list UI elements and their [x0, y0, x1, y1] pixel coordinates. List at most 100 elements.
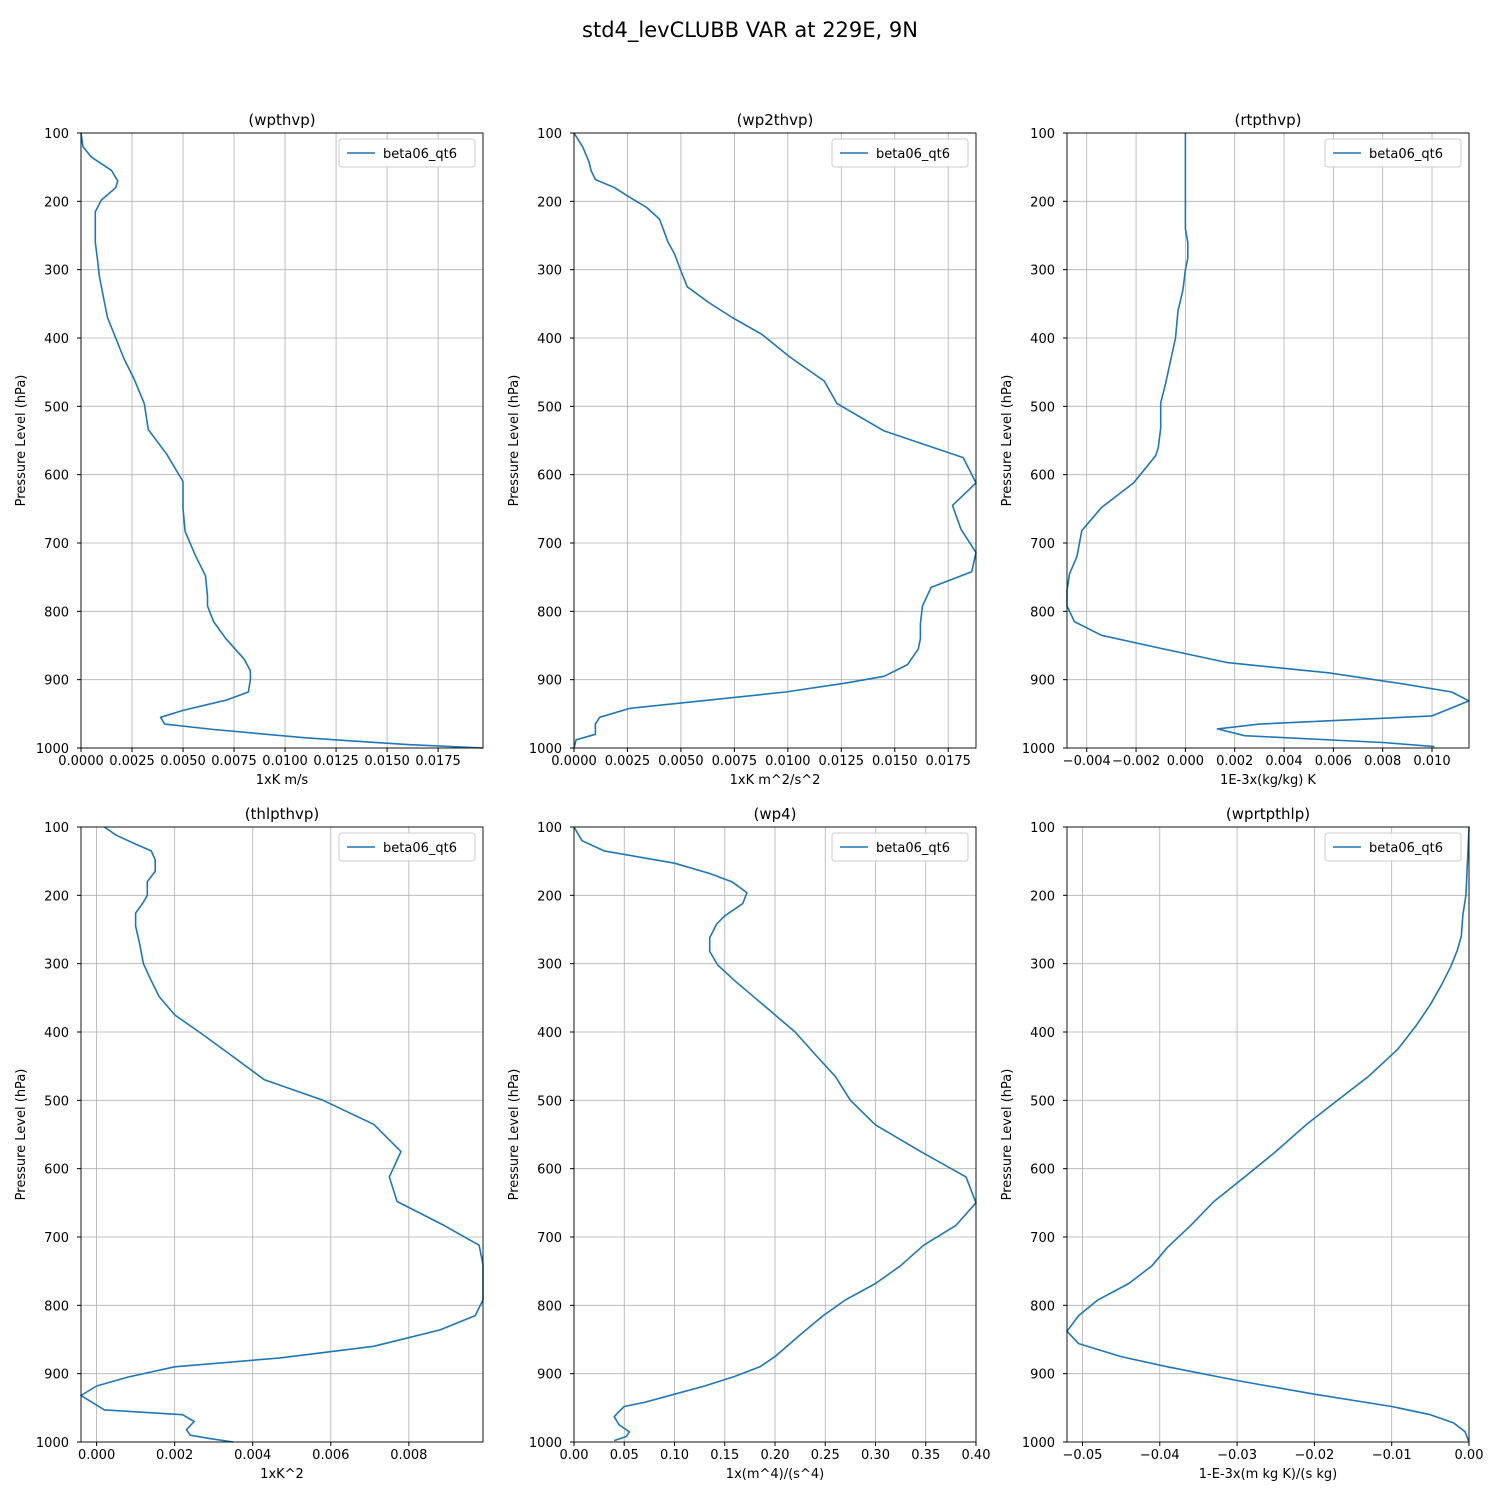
subplot-6: −0.05 −0.04 −0.03 −0.02 −0.01 0.00 100 200 300 40… — [1000, 805, 1483, 1482]
y-tick-label: 300 — [537, 958, 562, 973]
y-tick-label: 500 — [537, 400, 562, 415]
x-tick-label: 0.0125 — [819, 754, 865, 769]
y-tick-label: 500 — [1030, 1094, 1055, 1109]
y-axis-label: Pressure Level (hPa) — [14, 1069, 29, 1201]
y-tick-label: 100 — [44, 821, 69, 836]
x-tick-label: −0.002 — [1112, 754, 1160, 769]
legend-box — [1324, 832, 1462, 862]
y-axis-label: Pressure Level (hPa) — [507, 1069, 522, 1201]
legend-box — [1324, 138, 1462, 168]
x-tick-label: 0.006 — [1315, 754, 1352, 769]
y-axis-label: Pressure Level (hPa) — [14, 375, 29, 507]
y-tick-label: 400 — [44, 1026, 69, 1041]
legend: beta06_qt6 — [1324, 832, 1462, 862]
x-tick-label: 0.15 — [710, 1448, 739, 1463]
x-tick-label: 0.008 — [1364, 754, 1401, 769]
series-line — [1066, 133, 1470, 748]
x-tick-label: 0.20 — [761, 1448, 790, 1463]
y-tick-label: 900 — [44, 1368, 69, 1383]
axes-frame — [1066, 826, 1470, 1443]
x-tick-label: 0.004 — [234, 1448, 271, 1463]
legend-box — [831, 832, 969, 862]
y-tick-label: 800 — [44, 605, 69, 620]
legend-label: beta06_qt6 — [383, 841, 457, 856]
x-tick-label: 0.0050 — [658, 754, 704, 769]
y-tick-label: 800 — [44, 1299, 69, 1314]
y-tick-label: 1000 — [529, 742, 562, 757]
y-tick-label: 800 — [537, 605, 562, 620]
legend: beta06_qt6 — [338, 832, 476, 862]
legend-label: beta06_qt6 — [383, 147, 457, 162]
x-tick-label: 0.002 — [1216, 754, 1253, 769]
y-tick-label: 500 — [44, 400, 69, 415]
y-tick-label: 700 — [1030, 537, 1055, 552]
x-tick-label: 0.0125 — [313, 754, 359, 769]
y-tick-label: 500 — [1030, 400, 1055, 415]
x-tick-label: 0.0075 — [211, 754, 257, 769]
subplot-5: 0.00 0.05 0.10 0.15 0.20 0.25 0.30 0.35 0.40 100 2… — [507, 805, 990, 1482]
x-tick-label: 0.10 — [660, 1448, 689, 1463]
y-tick-label: 800 — [537, 1299, 562, 1314]
x-axis-label: 1E-3x(kg/kg) K — [1220, 773, 1316, 788]
x-tick-label: −0.004 — [1063, 754, 1111, 769]
y-tick-label: 400 — [537, 1026, 562, 1041]
legend-label: beta06_qt6 — [1369, 841, 1443, 856]
y-tick-label: 700 — [44, 537, 69, 552]
y-tick-label: 600 — [537, 469, 562, 484]
x-tick-label: 0.0175 — [415, 754, 461, 769]
y-tick-label: 400 — [537, 332, 562, 347]
y-axis-label: Pressure Level (hPa) — [1000, 375, 1015, 507]
y-tick-label: 100 — [537, 127, 562, 142]
x-tick-label: −0.05 — [1063, 1448, 1103, 1463]
x-tick-label: 0.008 — [390, 1448, 427, 1463]
x-tick-label: 0.002 — [156, 1448, 193, 1463]
y-tick-label: 1000 — [529, 1436, 562, 1451]
x-tick-label: 0.0025 — [109, 754, 155, 769]
subplot-1: 0.0000 0.0025 0.0050 0.0075 0.0100 0.0125 0.01… — [14, 111, 484, 788]
x-axis-label: 1-E-3x(m kg K)/(s kg) — [1199, 1467, 1337, 1482]
x-tick-label: −0.02 — [1294, 1448, 1334, 1463]
y-tick-label: 300 — [44, 958, 69, 973]
subplot-grid: 0.0000 0.0025 0.0050 0.0075 0.0100 0.0125 0.01… — [14, 111, 1483, 1482]
y-tick-label: 800 — [1030, 605, 1055, 620]
x-tick-label: 0.00 — [1455, 1448, 1484, 1463]
x-tick-label: 0.0000 — [551, 754, 597, 769]
x-tick-label: 0.0175 — [925, 754, 971, 769]
legend-box — [338, 832, 476, 862]
y-tick-label: 700 — [44, 1231, 69, 1246]
y-tick-label: 400 — [1030, 1026, 1055, 1041]
y-tick-label: 600 — [44, 1163, 69, 1178]
y-tick-label: 200 — [537, 195, 562, 210]
series-line — [1066, 826, 1470, 1443]
x-axis-label: 1xK^2 — [260, 1467, 304, 1482]
x-axis-label: 1xK m^2/s^2 — [730, 773, 821, 788]
y-tick-label: 700 — [537, 537, 562, 552]
y-tick-label: 1000 — [1022, 1436, 1055, 1451]
subplot-title: (wp4) — [753, 805, 796, 823]
legend-label: beta06_qt6 — [1369, 147, 1443, 162]
y-tick-label: 400 — [44, 332, 69, 347]
y-tick-label: 100 — [44, 127, 69, 142]
legend: beta06_qt6 — [1324, 138, 1462, 168]
subplot-3: −0.004 −0.002 0.000 0.002 0.004 0.006 0.008 0.0… — [1000, 111, 1470, 788]
series-line — [80, 132, 484, 749]
subplot-4: 0.000 0.002 0.004 0.006 0.008 100 200 300 400 500… — [14, 805, 484, 1482]
y-tick-label: 900 — [1030, 1368, 1055, 1383]
y-tick-label: 900 — [1030, 674, 1055, 689]
axes-frame — [80, 826, 484, 1443]
x-tick-label: 0.010 — [1413, 754, 1450, 769]
y-tick-label: 400 — [1030, 332, 1055, 347]
y-tick-label: 200 — [44, 195, 69, 210]
x-tick-label: −0.03 — [1217, 1448, 1257, 1463]
y-tick-label: 700 — [537, 1231, 562, 1246]
subplot-2: 0.0000 0.0025 0.0050 0.0075 0.0100 0.0125 0.01… — [507, 111, 977, 788]
y-tick-label: 100 — [537, 821, 562, 836]
x-tick-label: 0.0000 — [58, 754, 104, 769]
x-tick-label: 0.0100 — [765, 754, 811, 769]
y-axis-label: Pressure Level (hPa) — [1000, 1069, 1015, 1201]
y-tick-label: 800 — [1030, 1299, 1055, 1314]
series-line — [80, 826, 484, 1443]
x-tick-label: 0.0150 — [364, 754, 410, 769]
x-tick-label: 0.05 — [610, 1448, 639, 1463]
y-tick-label: 200 — [44, 889, 69, 904]
